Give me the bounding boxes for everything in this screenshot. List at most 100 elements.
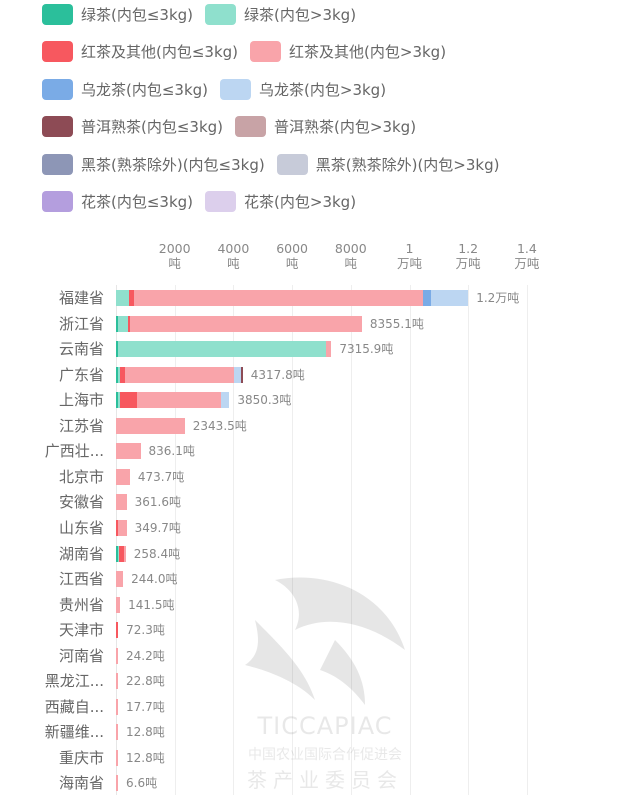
value-label: 244.0吨	[131, 572, 178, 587]
bar-segment[interactable]	[116, 724, 118, 741]
legend-item[interactable]: 花茶(内包≤3kg)	[42, 191, 193, 212]
bar-segment[interactable]	[116, 647, 118, 664]
bar-segment[interactable]	[116, 417, 185, 434]
bar-segment[interactable]	[137, 392, 221, 409]
bar-segment[interactable]	[134, 290, 423, 306]
stacked-bar[interactable]	[116, 622, 119, 639]
legend-item[interactable]: 黑茶(熟茶除外)(内包≤3kg)	[42, 153, 265, 175]
legend-row: 绿茶(内包≤3kg) 绿茶(内包>3kg)	[42, 1, 368, 27]
legend-label: 红茶及其他(内包≤3kg)	[81, 43, 239, 61]
bar-segment[interactable]	[116, 315, 118, 332]
stacked-bar[interactable]	[116, 417, 185, 434]
bar-segment[interactable]	[233, 366, 241, 383]
bar-segment[interactable]	[116, 545, 118, 562]
bar-segment[interactable]	[116, 468, 130, 485]
bar-segment[interactable]	[129, 315, 362, 332]
stacked-bar[interactable]	[116, 290, 469, 306]
bar-segment[interactable]	[116, 392, 119, 409]
stacked-bar-chart: 2000 吨 4000 吨 6000 吨 8000 吨 1 万吨 1.2 万吨 1.4 万吨 TICCAP…	[0, 230, 644, 800]
bar-segment[interactable]	[116, 749, 118, 766]
value-label: 349.7吨	[134, 520, 181, 535]
legend-swatch-icon	[42, 153, 73, 175]
category-label: 黑龙江...	[44, 672, 104, 691]
stacked-bar[interactable]	[116, 315, 362, 332]
bar-segment[interactable]	[220, 392, 230, 409]
bar-segment[interactable]	[125, 366, 234, 383]
bar-segment[interactable]	[116, 341, 118, 358]
bar-segment[interactable]	[116, 519, 118, 536]
bar-segment[interactable]	[116, 698, 118, 715]
bar-segment[interactable]	[129, 290, 135, 306]
gridline	[526, 285, 528, 795]
bar-segment[interactable]	[116, 775, 118, 792]
bar-segment[interactable]	[117, 545, 119, 562]
bar-segment[interactable]	[117, 519, 127, 536]
legend-swatch-icon	[42, 3, 73, 25]
legend-item[interactable]: 乌龙茶(内包≤3kg)	[42, 78, 208, 100]
stacked-bar[interactable]	[116, 698, 118, 715]
stacked-bar[interactable]	[116, 392, 230, 409]
legend-item[interactable]: 乌龙茶(内包>3kg)	[220, 78, 387, 100]
stacked-bar[interactable]	[116, 673, 118, 690]
gridline	[174, 285, 176, 795]
bar-segment[interactable]	[240, 366, 243, 383]
legend-swatch-icon	[42, 41, 73, 62]
stacked-bar[interactable]	[116, 775, 118, 792]
bar-segment[interactable]	[117, 315, 129, 332]
stacked-bar[interactable]	[116, 596, 121, 613]
legend-swatch-icon	[205, 3, 237, 25]
tick-unit: 吨	[285, 256, 299, 271]
bar-segment[interactable]	[128, 315, 130, 332]
bar-segment[interactable]	[325, 341, 332, 358]
bar-segment[interactable]	[119, 545, 125, 562]
legend-label: 乌龙茶(内包>3kg)	[259, 80, 387, 99]
bar-segment[interactable]	[116, 571, 124, 588]
value-label: 8355.1吨	[369, 316, 424, 331]
bar-segment[interactable]	[116, 673, 118, 690]
gridline	[350, 285, 352, 795]
stacked-bar[interactable]	[116, 519, 127, 536]
x-tick-label: 1 万吨	[380, 241, 440, 271]
bar-segment[interactable]	[116, 622, 119, 639]
bar-segment[interactable]	[116, 366, 118, 383]
bar-segment[interactable]	[117, 366, 120, 383]
stacked-bar[interactable]	[116, 341, 332, 358]
gridline	[409, 285, 411, 795]
legend-item[interactable]: 普洱熟茶(内包≤3kg)	[42, 116, 223, 137]
bar-row: 黑龙江... 22.8吨	[0, 672, 644, 690]
bar-segment[interactable]	[117, 341, 326, 358]
legend-item[interactable]: 红茶及其他(内包>3kg)	[250, 41, 446, 62]
legend-item[interactable]: 绿茶(内包>3kg)	[205, 3, 356, 25]
bar-segment[interactable]	[116, 596, 121, 613]
bar-segment[interactable]	[116, 443, 141, 460]
bar-segment[interactable]	[119, 392, 138, 409]
stacked-bar[interactable]	[116, 749, 118, 766]
bar-segment[interactable]	[124, 545, 126, 562]
category-label: 江西省	[58, 570, 104, 589]
bar-segment[interactable]	[116, 494, 127, 511]
stacked-bar[interactable]	[116, 647, 118, 664]
legend-item[interactable]: 黑茶(熟茶除外)(内包>3kg)	[276, 153, 499, 175]
bar-segment[interactable]	[422, 290, 431, 306]
legend-row: 普洱熟茶(内包≤3kg) 普洱熟茶(内包>3kg)	[42, 114, 428, 140]
stacked-bar[interactable]	[116, 468, 130, 485]
bar-row: 福建省 1.2万吨	[0, 289, 644, 307]
stacked-bar[interactable]	[116, 443, 141, 460]
bar-segment[interactable]	[430, 290, 469, 306]
x-tick-label: 1.2 万吨	[438, 241, 498, 271]
stacked-bar[interactable]	[116, 571, 124, 588]
stacked-bar[interactable]	[116, 724, 118, 741]
stacked-bar[interactable]	[116, 545, 126, 562]
bar-row: 新疆维... 12.8吨	[0, 723, 644, 741]
x-tick-label: 2000 吨	[145, 241, 205, 271]
category-label: 海南省	[58, 774, 104, 793]
stacked-bar[interactable]	[116, 366, 243, 383]
legend-item[interactable]: 花茶(内包>3kg)	[205, 191, 356, 212]
legend-item[interactable]: 红茶及其他(内包≤3kg)	[42, 41, 238, 62]
legend-item[interactable]: 绿茶(内包≤3kg)	[42, 3, 193, 25]
bar-segment[interactable]	[118, 392, 120, 409]
legend-item[interactable]: 普洱熟茶(内包>3kg)	[235, 116, 416, 137]
bar-segment[interactable]	[119, 366, 126, 383]
stacked-bar[interactable]	[116, 494, 127, 511]
bar-segment[interactable]	[116, 290, 130, 306]
